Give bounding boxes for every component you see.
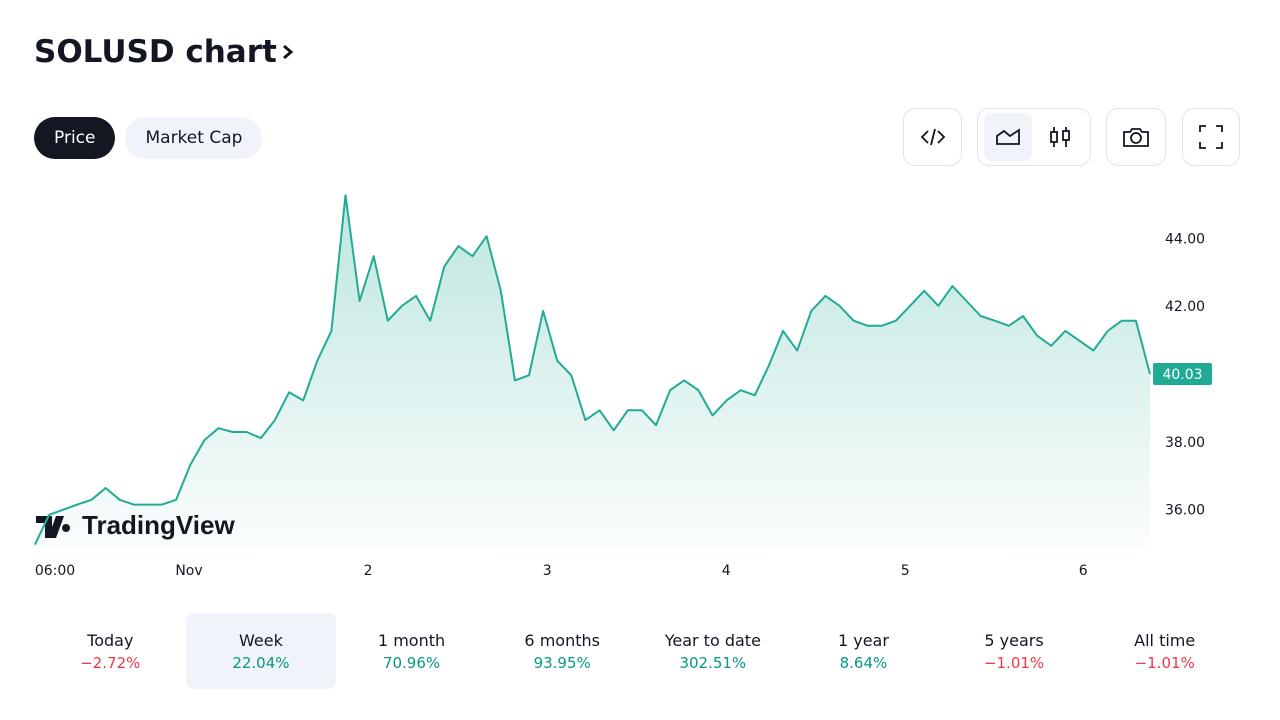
x-tick-label: 4 bbox=[722, 563, 731, 579]
period-label: Year to date bbox=[664, 630, 761, 650]
period-change: 8.64% bbox=[839, 653, 888, 672]
period-button[interactable]: Year to date 302.51% bbox=[638, 613, 789, 689]
period-change: −1.01% bbox=[983, 653, 1045, 672]
title-text: SOLUSD chart bbox=[34, 34, 277, 70]
tab-button[interactable]: Market Cap bbox=[125, 117, 263, 159]
period-label: Week bbox=[239, 630, 283, 650]
period-button[interactable]: 6 months 93.95% bbox=[487, 613, 638, 689]
x-tick-label: 2 bbox=[364, 563, 373, 579]
price-line bbox=[34, 194, 1151, 546]
period-label: 6 months bbox=[524, 630, 600, 650]
candle-style-button[interactable] bbox=[1036, 113, 1084, 161]
period-label: 1 year bbox=[837, 630, 889, 650]
area-icon bbox=[996, 128, 1020, 145]
period-button[interactable]: Week 22.04% bbox=[185, 613, 337, 689]
price-tag bbox=[1153, 362, 1212, 385]
period-change: −2.72% bbox=[80, 653, 141, 672]
x-tick-label: Nov bbox=[175, 563, 202, 579]
watermark-text: TradingView bbox=[82, 510, 235, 540]
y-tick-label: 42.00 bbox=[1165, 299, 1205, 315]
period-button[interactable]: All time −1.01% bbox=[1089, 613, 1240, 689]
y-tick-label: 36.00 bbox=[1165, 503, 1205, 519]
chevron-icon bbox=[282, 44, 294, 60]
period-label: 1 month bbox=[377, 630, 446, 650]
period-change: 70.96% bbox=[382, 653, 441, 672]
period-label: All time bbox=[1134, 630, 1196, 650]
fullscreen-icon bbox=[1199, 125, 1223, 149]
period-change: −1.01% bbox=[1134, 653, 1195, 672]
x-tick-label: 06:00 bbox=[35, 563, 75, 579]
screenshot-button[interactable] bbox=[1106, 108, 1166, 166]
period-button[interactable]: Today −2.72% bbox=[35, 613, 186, 689]
period-label: 5 years bbox=[984, 630, 1044, 650]
chart-style-group bbox=[977, 108, 1091, 166]
x-tick-label: 6 bbox=[1079, 563, 1088, 579]
period-button[interactable]: 1 year 8.64% bbox=[788, 613, 939, 689]
period-change: 302.51% bbox=[679, 653, 747, 672]
period-change: 22.04% bbox=[232, 653, 290, 672]
tab-bar: Price Market Cap bbox=[34, 117, 263, 159]
period-change: 93.95% bbox=[533, 653, 591, 672]
period-button[interactable]: 1 month 70.96% bbox=[336, 613, 487, 689]
period-bar: Today −2.72% Week 22.04% 1 month 70.96% 6 mont… bbox=[35, 613, 1240, 689]
period-button[interactable]: 5 years −1.01% bbox=[939, 613, 1090, 689]
y-tick-label: 38.00 bbox=[1165, 435, 1205, 451]
period-label: Today bbox=[87, 630, 134, 650]
x-tick-label: 3 bbox=[543, 563, 552, 579]
code-icon bbox=[920, 128, 945, 146]
watermark-logo bbox=[36, 516, 71, 538]
fullscreen-button[interactable] bbox=[1182, 108, 1240, 166]
embed-button[interactable] bbox=[903, 108, 962, 166]
price-tag-label: 40.03 bbox=[1162, 367, 1202, 383]
candle-icon bbox=[1050, 127, 1070, 147]
area-style-button[interactable] bbox=[984, 113, 1032, 161]
camera-icon bbox=[1123, 128, 1149, 147]
tab-button[interactable]: Price bbox=[34, 117, 116, 159]
page-title[interactable]: SOLUSD chart bbox=[34, 34, 295, 70]
x-tick-label: 5 bbox=[901, 563, 910, 579]
y-tick-label: 44.00 bbox=[1165, 231, 1205, 247]
area-fill bbox=[35, 195, 1150, 548]
chart: TradingView 36.0038.0040.0042.0044.0006:… bbox=[34, 194, 1212, 579]
watermark: TradingView bbox=[36, 510, 235, 540]
